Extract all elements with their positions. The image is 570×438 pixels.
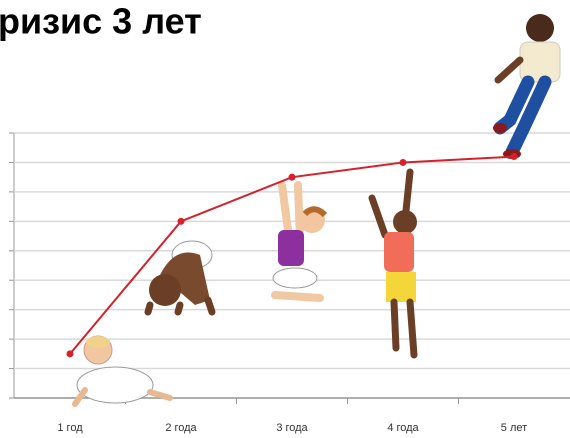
- child-standing: [368, 168, 418, 359]
- data-point: [399, 158, 407, 166]
- child-running: [493, 14, 561, 159]
- baby-crawling: [72, 335, 173, 407]
- data-point: [66, 350, 74, 358]
- x-tick-label: 3 года: [276, 422, 308, 434]
- chart-title: ризис 3 лет: [0, 1, 202, 42]
- baby-all-fours: [144, 240, 216, 316]
- data-point: [177, 217, 185, 225]
- x-tick-label: 1 год: [57, 422, 83, 434]
- illustrations: [72, 14, 561, 407]
- child-sitting: [271, 181, 328, 302]
- x-tick-label: 5 лет: [501, 422, 527, 434]
- x-tick-label: 2 года: [165, 422, 197, 434]
- data-point: [288, 173, 296, 181]
- data-point: [510, 153, 518, 161]
- x-tick-label: 4 года: [387, 422, 419, 434]
